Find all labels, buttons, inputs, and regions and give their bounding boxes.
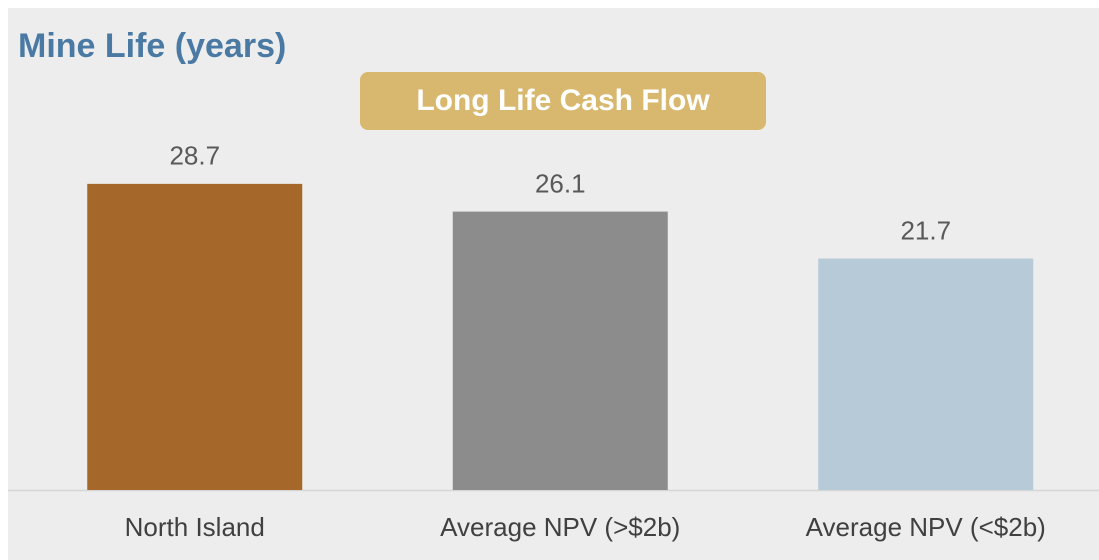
annotation-box [360,72,766,130]
bar [87,183,303,490]
annotation: Long Life Cash Flow [416,84,710,117]
x-tick-label: North Island [125,512,265,542]
x-tick-label: Average NPV (>$2b) [440,512,680,542]
value-label: 26.1 [535,168,586,198]
value-label: 28.7 [169,141,220,171]
bar [818,258,1034,490]
bar [452,211,668,490]
value-label: 21.7 [900,215,951,245]
chart-title: Mine Life (years) [18,27,286,65]
x-tick-label: Average NPV (<$2b) [806,512,1046,542]
